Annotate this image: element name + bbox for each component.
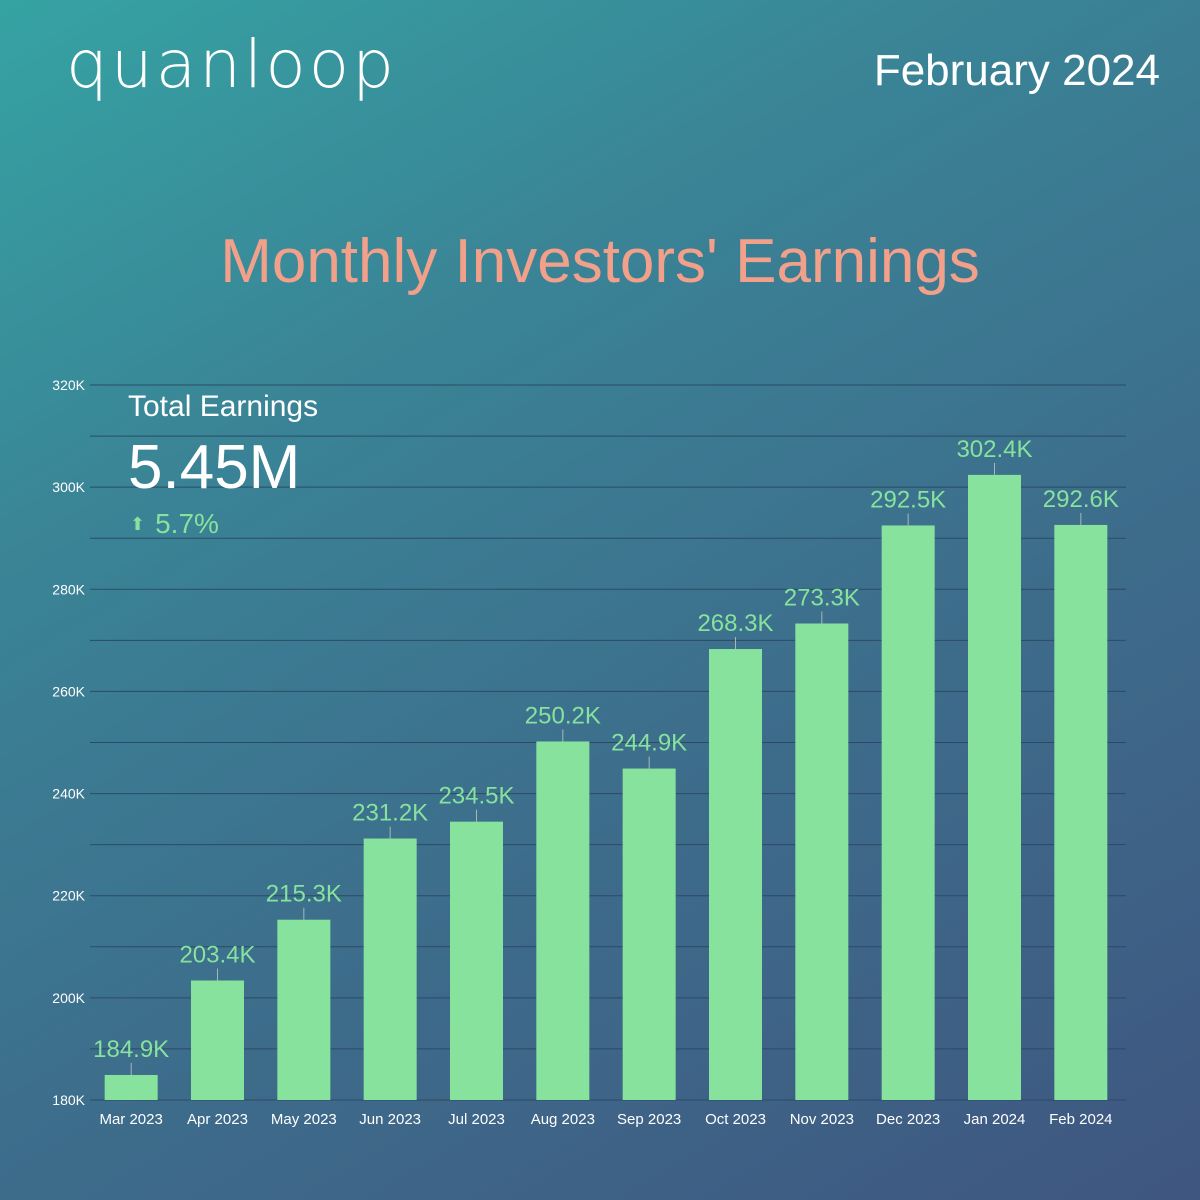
x-tick-label: Aug 2023	[531, 1111, 595, 1128]
brand-logo: quanloop	[66, 26, 397, 103]
y-tick-label: 320K	[52, 377, 85, 393]
data-label: 231.2K	[352, 800, 428, 827]
y-tick-label: 260K	[52, 683, 85, 699]
x-tick-label: Nov 2023	[790, 1111, 854, 1128]
y-tick-label: 180K	[52, 1092, 85, 1108]
data-label: 268.3K	[697, 610, 773, 637]
data-label: 244.9K	[611, 730, 687, 757]
y-tick-label: 220K	[52, 888, 85, 904]
y-tick-label: 300K	[52, 479, 85, 495]
x-tick-label: Jun 2023	[359, 1111, 421, 1128]
data-label: 302.4K	[956, 436, 1032, 463]
data-label: 184.9K	[93, 1036, 169, 1063]
bar	[191, 980, 244, 1100]
x-tick-label: Sep 2023	[617, 1111, 681, 1128]
x-tick-label: Dec 2023	[876, 1111, 940, 1128]
x-tick-label: Apr 2023	[187, 1111, 248, 1128]
data-label: 215.3K	[266, 881, 342, 908]
y-tick-label: 200K	[52, 990, 85, 1006]
bar	[363, 838, 417, 1100]
arrow-up-icon: ⬆	[130, 513, 146, 534]
x-tick-label: Feb 2024	[1049, 1111, 1112, 1128]
bar	[450, 821, 503, 1100]
x-tick-label: Jan 2024	[964, 1111, 1026, 1128]
x-tick-label: Jul 2023	[448, 1111, 505, 1128]
x-tick-label: Oct 2023	[705, 1111, 766, 1128]
bar	[622, 768, 676, 1100]
y-tick-label: 280K	[52, 581, 85, 597]
kpi-change-value: 5.7%	[155, 508, 219, 539]
kpi-label: Total Earnings	[128, 390, 319, 423]
bar	[104, 1074, 158, 1100]
kpi-change: ⬆ 5.7%	[130, 508, 219, 540]
bar	[795, 623, 849, 1100]
bar	[277, 919, 331, 1100]
y-tick-label: 240K	[52, 786, 85, 802]
bar	[881, 525, 935, 1100]
report-date: February 2024	[873, 46, 1160, 95]
bar	[709, 649, 762, 1100]
data-label: 273.3K	[784, 585, 860, 612]
bar	[1054, 524, 1108, 1100]
data-label: 234.5K	[438, 783, 514, 810]
x-tick-label: Mar 2023	[99, 1111, 162, 1128]
bar	[536, 741, 590, 1100]
x-tick-label: May 2023	[271, 1111, 337, 1128]
data-label: 203.4K	[179, 941, 255, 968]
data-label: 292.5K	[870, 486, 946, 513]
chart-title: Monthly Investors' Earnings	[220, 227, 980, 296]
data-label: 292.6K	[1043, 486, 1119, 513]
kpi-value: 5.45M	[128, 433, 301, 502]
data-label: 250.2K	[525, 702, 601, 729]
bar	[968, 474, 1021, 1100]
